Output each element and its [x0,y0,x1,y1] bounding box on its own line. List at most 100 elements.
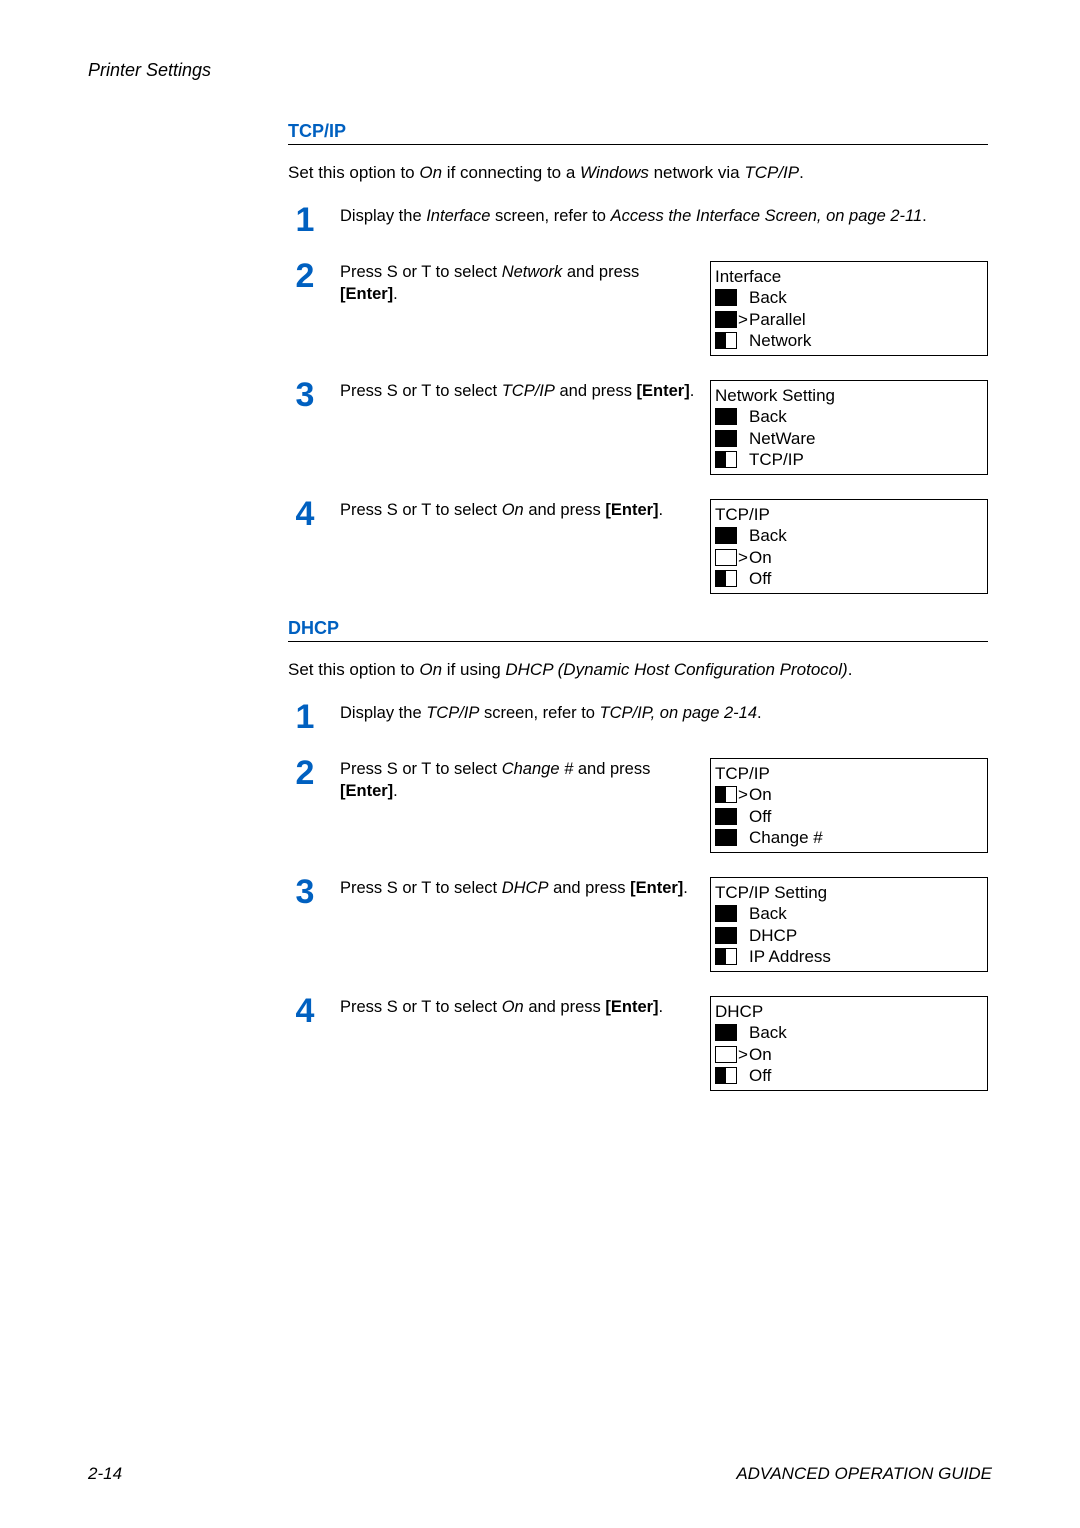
step-text: Display the Interface screen, refer to A… [340,205,988,227]
row-label: Back [749,287,987,308]
row-label: Network [749,330,987,351]
page-footer: 2-14 ADVANCED OPERATION GUIDE [88,1464,992,1484]
step-number: 1 [288,700,322,734]
step: 1 Display the Interface screen, refer to … [288,205,988,237]
step: 3 Press S or T to select TCP/IP and press… [288,380,988,475]
row-label: TCP/IP [749,449,987,470]
lcd-display: TCP/IP>OnOffChange # [710,758,988,853]
row-prefix: > [737,309,749,330]
row-marker-icon [715,408,737,425]
page-header-title: Printer Settings [88,60,992,81]
lcd-display: DHCPBack>OnOff [710,996,988,1091]
content-area: TCP/IPSet this option to On if connectin… [288,121,988,1091]
row-marker-icon [715,570,737,587]
step-body: Press S or T to select TCP/IP and press … [340,380,988,475]
lcd-display-row: >Parallel [711,309,987,330]
step: 1 Display the TCP/IP screen, refer to TCP… [288,702,988,734]
lcd-display-title: TCP/IP [711,504,987,525]
row-label: DHCP [749,925,987,946]
lcd-display-title: DHCP [711,1001,987,1022]
step-body: Press S or T to select Network and press… [340,261,988,356]
step-number: 3 [288,378,322,412]
row-label: Back [749,903,987,924]
lcd-display-title: Interface [711,266,987,287]
lcd-display-row: TCP/IP [711,449,987,470]
row-marker-icon [715,430,737,447]
row-marker-icon [715,927,737,944]
lcd-display-row: Network [711,330,987,351]
row-marker-icon [715,1067,737,1084]
row-marker-icon [715,808,737,825]
row-label: Change # [749,827,987,848]
step-body: Display the TCP/IP screen, refer to TCP/… [340,702,988,724]
page-number: 2-14 [88,1464,122,1484]
section-heading: DHCP [288,618,988,642]
row-label: Back [749,1022,987,1043]
row-marker-icon [715,948,737,965]
step-text: Press S or T to select DHCP and press [E… [340,877,696,899]
step-text: Press S or T to select TCP/IP and press … [340,380,696,402]
row-label: Back [749,406,987,427]
row-marker-icon [715,289,737,306]
step-number: 1 [288,203,322,237]
row-label: On [749,547,987,568]
row-label: On [749,784,987,805]
step-number: 4 [288,994,322,1028]
step: 2 Press S or T to select Change # and pre… [288,758,988,853]
row-label: Off [749,1065,987,1086]
row-label: Off [749,806,987,827]
row-prefix: > [737,547,749,568]
row-prefix: > [737,784,749,805]
lcd-display-row: >On [711,784,987,805]
step-text: Press S or T to select Change # and pres… [340,758,696,803]
section-intro: Set this option to On if using DHCP (Dyn… [288,660,988,680]
lcd-display: TCP/IP SettingBackDHCPIP Address [710,877,988,972]
lcd-display-title: TCP/IP [711,763,987,784]
lcd-display-row: >On [711,1044,987,1065]
lcd-display-row: Off [711,1065,987,1086]
row-label: NetWare [749,428,987,449]
step-body: Press S or T to select Change # and pres… [340,758,988,853]
step-text: Press S or T to select On and press [Ent… [340,499,696,521]
row-marker-icon [715,451,737,468]
row-marker-icon [715,1024,737,1041]
row-marker-icon [715,786,737,803]
step-body: Press S or T to select DHCP and press [E… [340,877,988,972]
row-marker-icon [715,332,737,349]
lcd-display-row: NetWare [711,428,987,449]
row-label: On [749,1044,987,1065]
row-label: Parallel [749,309,987,330]
row-marker-icon [715,1046,737,1063]
lcd-display-row: Back [711,406,987,427]
step: 3Press S or T to select DHCP and press [… [288,877,988,972]
lcd-display: InterfaceBack>ParallelNetwork [710,261,988,356]
row-marker-icon [715,829,737,846]
step-text: Press S or T to select On and press [Ent… [340,996,696,1018]
lcd-display-title: Network Setting [711,385,987,406]
step: 2 Press S or T to select Network and pres… [288,261,988,356]
doc-title: ADVANCED OPERATION GUIDE [736,1464,992,1484]
step-text: Press S or T to select Network and press… [340,261,696,306]
step: 4 Press S or T to select On and press [En… [288,996,988,1091]
step-number: 2 [288,259,322,293]
lcd-display: Network SettingBackNetWareTCP/IP [710,380,988,475]
lcd-display-row: Back [711,525,987,546]
section-heading: TCP/IP [288,121,988,145]
lcd-display: TCP/IPBack>OnOff [710,499,988,594]
row-marker-icon [715,549,737,566]
row-marker-icon [715,905,737,922]
lcd-display-title: TCP/IP Setting [711,882,987,903]
lcd-display-row: Back [711,903,987,924]
page: Printer Settings TCP/IPSet this option t… [0,0,1080,1528]
lcd-display-row: Back [711,1022,987,1043]
step-body: Press S or T to select On and press [Ent… [340,996,988,1091]
row-marker-icon [715,527,737,544]
step-number: 4 [288,497,322,531]
step-body: Display the Interface screen, refer to A… [340,205,988,227]
step-body: Press S or T to select On and press [Ent… [340,499,988,594]
lcd-display-row: Change # [711,827,987,848]
lcd-display-row: Back [711,287,987,308]
step-number: 2 [288,756,322,790]
lcd-display-row: Off [711,568,987,589]
step: 4 Press S or T to select On and press [En… [288,499,988,594]
